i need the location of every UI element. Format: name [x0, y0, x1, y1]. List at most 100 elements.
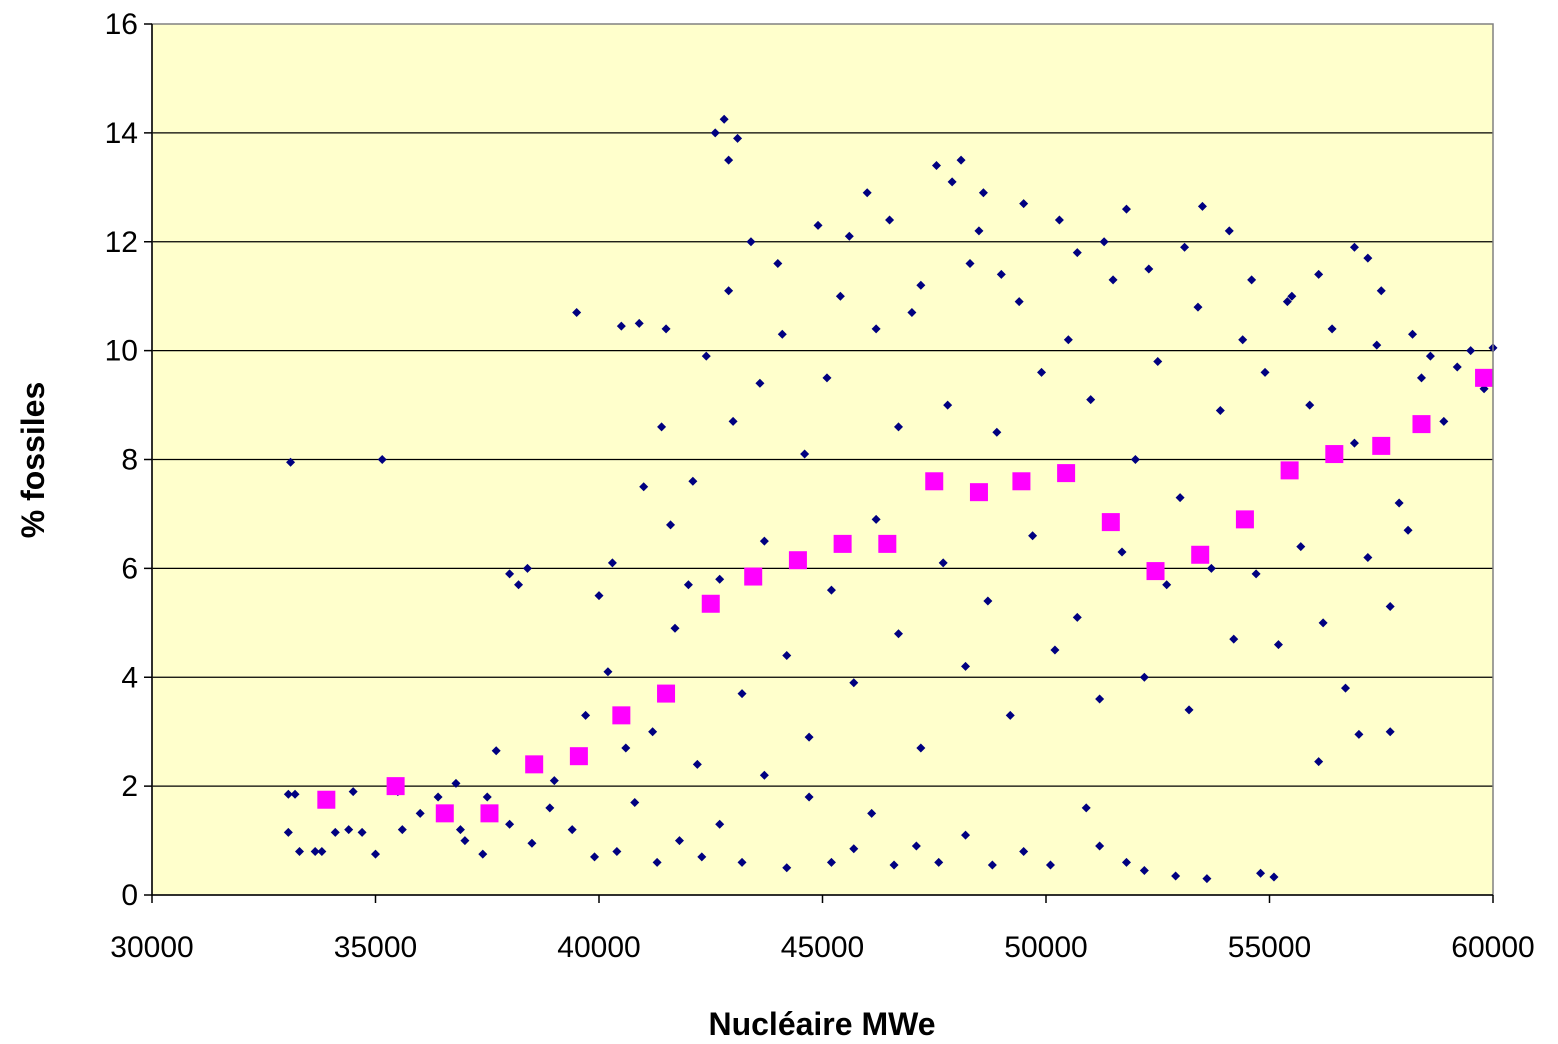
scatter-point [1349, 242, 1359, 252]
scatter-point [867, 808, 877, 818]
scatter-point [634, 318, 644, 328]
scatter-point [1403, 525, 1413, 535]
scatter-point [1005, 710, 1015, 720]
scatter-point [612, 846, 622, 856]
scatter-point [1439, 416, 1449, 426]
scatter-point [1054, 215, 1064, 225]
scatter-point [1340, 683, 1350, 693]
scatter-point [987, 860, 997, 870]
average-point [1412, 415, 1431, 434]
average-point [480, 804, 499, 823]
scatter-point [1117, 547, 1127, 557]
scatter-point [1130, 455, 1140, 464]
scatter-point [911, 841, 921, 851]
scatter-point [1363, 552, 1373, 562]
y-tick-label: 6 [121, 552, 138, 585]
scatter-point [581, 710, 591, 720]
scatter-point [283, 827, 293, 837]
scatter-point [719, 114, 729, 124]
scatter-point [1037, 367, 1047, 377]
scatter-point [683, 580, 693, 590]
scatter-point [455, 825, 465, 835]
scatter-point [317, 846, 327, 856]
average-point [878, 534, 897, 553]
scatter-point [674, 836, 684, 846]
scatter-point [310, 846, 320, 856]
scatter-point [907, 308, 917, 318]
scatter-point [931, 161, 941, 171]
scatter-point [607, 558, 617, 568]
scatter-point [567, 825, 577, 835]
scatter-point [849, 678, 859, 688]
x-tick-label: 60000 [1451, 931, 1534, 964]
scatter-point [1408, 329, 1418, 339]
scatter-point [514, 580, 524, 590]
scatter-point [983, 596, 993, 606]
scatter-point [1269, 872, 1279, 882]
scatter-point [1314, 269, 1324, 279]
scatter-point [1260, 367, 1270, 377]
scatter-point [692, 759, 702, 769]
scatter-point [893, 629, 903, 639]
scatter-point [666, 520, 676, 530]
average-point [317, 790, 336, 809]
scatter-point [1045, 860, 1055, 870]
scatter-point [371, 849, 380, 859]
scatter-point [965, 259, 975, 269]
scatter-point [603, 667, 613, 677]
scatter-point [630, 797, 640, 807]
scatter-point [800, 449, 810, 459]
scatter-point [871, 514, 881, 524]
average-point [1325, 445, 1344, 464]
average-point [569, 747, 588, 766]
scatter-point [594, 591, 604, 601]
scatter-point [961, 830, 971, 840]
scatter-point [527, 838, 537, 848]
scatter-point [621, 743, 631, 753]
scatter-point [1224, 226, 1234, 236]
scatter-point [893, 422, 903, 432]
x-axis-title: Nucléaire MWe [708, 1006, 935, 1042]
scatter-point [1363, 253, 1373, 263]
scatter-point [357, 827, 367, 837]
scatter-point [974, 226, 984, 236]
average-point [386, 777, 405, 796]
scatter-point [1229, 634, 1239, 644]
scatter-point [1162, 580, 1172, 590]
scatter-point [733, 133, 743, 143]
scatter-point [1385, 601, 1395, 611]
scatter-point [1354, 729, 1364, 739]
scatter-point [1193, 302, 1203, 312]
x-tick-label: 50000 [1004, 931, 1087, 964]
scatter-point [947, 177, 957, 187]
scatter-point [286, 457, 296, 467]
average-point [969, 483, 988, 502]
scatter-point [835, 291, 845, 301]
y-tick-label: 10 [105, 335, 138, 368]
scatter-point [1099, 237, 1109, 247]
scatter-point [688, 476, 698, 486]
scatter-point [1251, 569, 1261, 579]
average-point [1372, 436, 1391, 455]
scatter-point [451, 778, 461, 788]
x-axis-ticks: 30000 35000 40000 45000 50000 55000 60000 [110, 895, 1535, 964]
scatter-point [813, 220, 823, 230]
average-point [1191, 545, 1210, 564]
binned-average-series [317, 368, 1494, 823]
scatter-point [1153, 357, 1163, 367]
scatter-point [283, 789, 293, 799]
scatter-point [670, 623, 680, 633]
average-point [435, 804, 454, 823]
scatter-point [549, 776, 559, 786]
average-point [701, 594, 720, 613]
scatter-point [826, 857, 836, 867]
scatter-point [1202, 874, 1212, 884]
scatter-point [782, 863, 792, 873]
scatter-point [1019, 199, 1029, 209]
average-point [925, 472, 944, 491]
scatter-point [572, 308, 582, 318]
scatter-point [1139, 866, 1149, 876]
scatter-point [996, 269, 1006, 279]
scatter-point [759, 770, 769, 780]
average-point [1057, 464, 1076, 483]
